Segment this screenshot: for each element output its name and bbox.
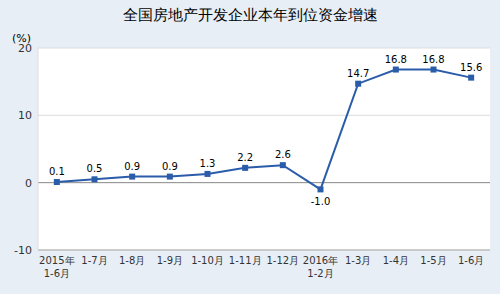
x-tick-label: 1-10月 [191,255,224,266]
marker [468,75,474,81]
x-tick-label: 1-6月 [458,255,484,266]
marker [129,174,135,180]
background [0,0,500,294]
data-label: 1.3 [200,158,216,169]
marker [54,179,60,185]
x-tick-label-line: 1-3月 [345,255,371,266]
marker [431,67,437,73]
x-tick-label: 1-4月 [383,255,409,266]
series [54,67,474,193]
x-tick-label-line: 1-2月 [307,268,333,279]
y-tick-label: 0 [25,177,32,190]
x-tick-label-line: 1-10月 [191,255,224,266]
data-label: 2.6 [275,149,291,160]
y-tick-label: 10 [18,109,32,122]
x-tick-label-line: 2015年 [39,255,74,266]
data-label: 0.5 [87,163,103,174]
data-label: 16.8 [422,54,444,65]
line [57,70,471,190]
x-tick-label: 1-7月 [81,255,107,266]
grid-line [38,48,490,49]
grid-line [38,250,490,251]
x-tick-label-line: 1-11月 [229,255,262,266]
marker [393,67,399,73]
grid-line [38,182,490,183]
x-tick-label: 2016年 1-2月 [303,255,338,279]
x-tick-label: 1-3月 [345,255,371,266]
data-label: 0.1 [49,166,65,177]
x-tick-label-line: 1-7月 [81,255,107,266]
chart: 全国房地产开发企业本年到位资金增速(%)-10010202015年1-6月1-7… [0,0,500,294]
grid-line [38,115,490,116]
data-label: 0.9 [162,161,178,172]
data-label: 0.9 [124,161,140,172]
y-tick-label: 20 [18,42,32,55]
x-tick-label: 1-5月 [420,255,446,266]
marker [280,162,286,168]
x-tick-label: 1-12月 [266,255,299,266]
x-tick-label-line: 1-9月 [157,255,183,266]
x-tick-label: 1-11月 [229,255,262,266]
title: 全国房地产开发企业本年到位资金增速 [123,6,378,24]
data-label: -1.0 [311,196,331,207]
x-tick-label-line: 1-4月 [383,255,409,266]
plot-area [38,48,490,250]
x-tick-label-line: 1-8月 [119,255,145,266]
marker [242,165,248,171]
x-tick-label: 1-8月 [119,255,145,266]
x-tick-label-line: 1-12月 [266,255,299,266]
x-tick-label-line: 1-6月 [44,268,70,279]
data-label: 14.7 [347,68,369,79]
y-tick-label: -10 [14,244,32,257]
data-label: 2.2 [237,152,253,163]
x-tick-label-line: 1-5月 [420,255,446,266]
data-label: 15.6 [460,62,482,73]
x-tick-label: 1-9月 [157,255,183,266]
marker [92,176,98,182]
x-axis-line [38,250,490,251]
marker [318,186,324,192]
x-tick-label: 2015年 1-6月 [39,255,74,279]
x-tick-label-line: 1-6月 [458,255,484,266]
data-label: 16.8 [385,54,407,65]
y-axis-line [38,48,39,250]
marker [205,171,211,177]
marker [355,81,361,87]
x-tick-label-line: 2016年 [303,255,338,266]
marker [167,174,173,180]
